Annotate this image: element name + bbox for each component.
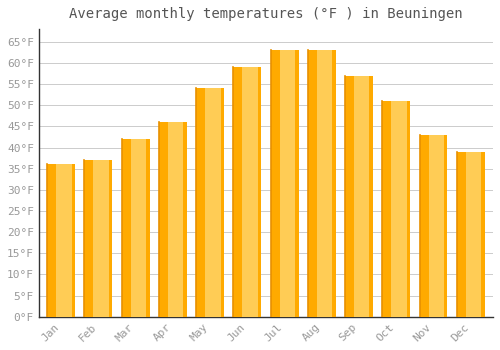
Bar [122,139,150,317]
Title: Average monthly temperatures (°F ) in Beuningen: Average monthly temperatures (°F ) in Be… [69,7,462,21]
Bar [280,50,295,317]
Bar [345,76,373,317]
Bar [270,50,298,317]
Bar [242,67,258,317]
Bar [196,88,224,317]
Bar [130,139,146,317]
Bar [457,152,484,317]
Bar [428,135,444,317]
Bar [466,152,481,317]
Bar [56,164,72,317]
Bar [234,67,262,317]
Bar [392,101,406,317]
Bar [354,76,370,317]
Bar [47,164,75,317]
Bar [420,135,448,317]
Bar [168,122,184,317]
Bar [205,88,220,317]
Bar [84,160,112,317]
Bar [159,122,187,317]
Bar [382,101,410,317]
Bar [317,50,332,317]
Bar [94,160,109,317]
Bar [308,50,336,317]
